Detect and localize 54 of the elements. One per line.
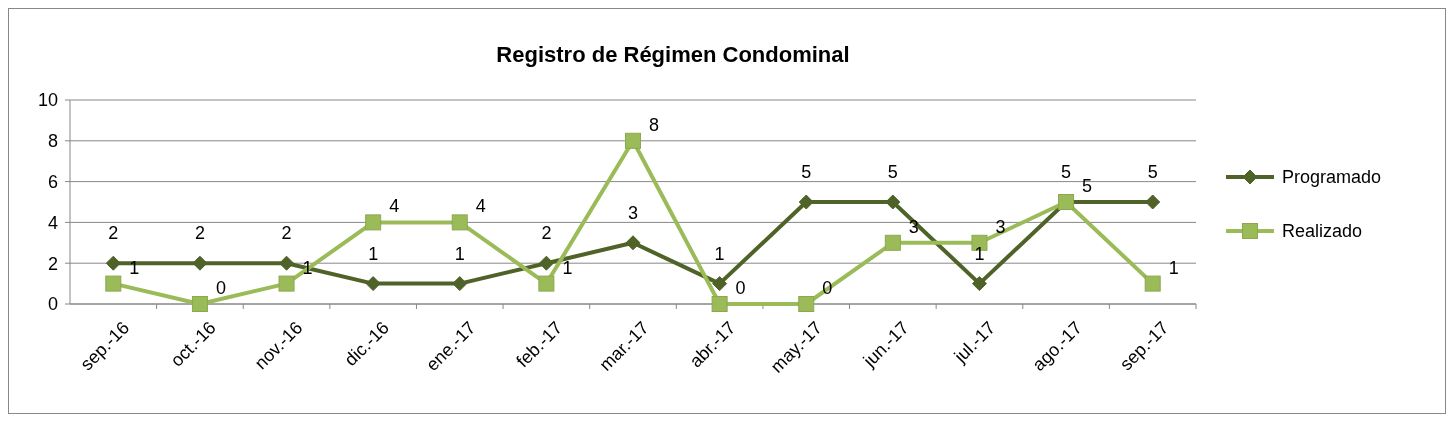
- point: [192, 255, 208, 271]
- point: [365, 276, 381, 292]
- point: [191, 296, 208, 312]
- point: [798, 194, 814, 210]
- data-label: 1: [368, 243, 379, 264]
- point: [452, 276, 468, 292]
- data-label: 8: [649, 114, 660, 135]
- point: [538, 255, 554, 271]
- point: [1145, 194, 1161, 210]
- y-tick-label: 4: [47, 212, 58, 233]
- data-label: 1: [1168, 257, 1179, 278]
- y-tick-label: 0: [47, 294, 58, 315]
- point: [971, 276, 987, 292]
- legend-label: Realizado: [1282, 221, 1363, 242]
- y-tick-label: 2: [47, 253, 58, 274]
- data-label: 2: [194, 223, 205, 244]
- point: [625, 235, 641, 251]
- data-label: 5: [887, 162, 898, 182]
- data-label: 1: [454, 243, 465, 264]
- data-label: 1: [562, 257, 573, 278]
- data-label: 3: [995, 216, 1006, 237]
- data-label: 5: [1082, 176, 1093, 196]
- point: [798, 296, 815, 312]
- data-label: 1: [714, 243, 725, 264]
- data-label: 5: [801, 162, 812, 182]
- point: [625, 132, 641, 149]
- point: [105, 255, 121, 271]
- point: [538, 275, 555, 292]
- point: [712, 276, 728, 292]
- point: [365, 214, 382, 231]
- data-label: 2: [281, 223, 292, 244]
- y-tick-label: 10: [37, 90, 58, 111]
- data-label: 5: [1061, 162, 1072, 182]
- data-label: 0: [735, 278, 746, 298]
- data-label: 4: [475, 196, 486, 217]
- point: [279, 255, 295, 271]
- point: [885, 194, 901, 210]
- data-label: 2: [108, 223, 119, 244]
- point: [278, 275, 295, 292]
- chart-title: Registro de Régimen Condominal: [496, 42, 850, 67]
- point: [884, 234, 901, 251]
- data-label: 5: [1147, 162, 1158, 182]
- data-label: 2: [541, 223, 552, 244]
- data-label: 0: [215, 278, 226, 298]
- legend-label: Programado: [1282, 167, 1382, 188]
- data-label: 3: [908, 216, 919, 237]
- point: [711, 296, 728, 312]
- point: [1144, 275, 1161, 292]
- data-label: 3: [627, 202, 639, 223]
- point: [105, 275, 122, 292]
- y-tick-label: 6: [47, 171, 58, 192]
- point: [451, 214, 468, 231]
- y-tick-label: 8: [47, 131, 58, 152]
- data-label: 4: [389, 196, 400, 217]
